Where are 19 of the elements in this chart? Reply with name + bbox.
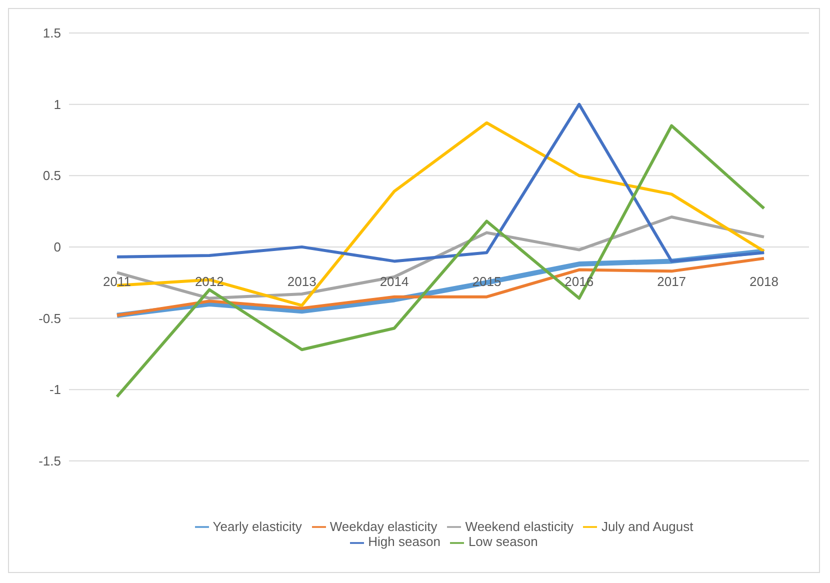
legend-label: July and August: [601, 518, 694, 534]
x-tick-label: 2018: [750, 274, 778, 289]
legend-label: Yearly elasticity: [212, 518, 302, 534]
x-tick-label: 2013: [287, 274, 316, 289]
line-series: [116, 102, 766, 263]
x-tick-label: 2011: [103, 274, 131, 289]
x-tick-label: 2014: [380, 274, 409, 289]
y-tick-label: -0.5: [38, 310, 61, 326]
legend-label: Weekday elasticity: [330, 518, 438, 534]
y-tick-label: 1: [54, 96, 61, 112]
y-tick-label: 0: [54, 240, 61, 255]
y-tick-label: -1.5: [38, 453, 61, 468]
y-tick-label: -1: [49, 382, 61, 398]
legend-label: High season: [368, 534, 440, 550]
y-tick-label: 1.5: [42, 26, 61, 41]
x-tick-label: 2017: [657, 274, 686, 289]
legend-label: Weekend elasticity: [465, 518, 574, 534]
y-tick-label: 0.5: [42, 168, 61, 184]
legend-label: Low season: [468, 534, 538, 550]
